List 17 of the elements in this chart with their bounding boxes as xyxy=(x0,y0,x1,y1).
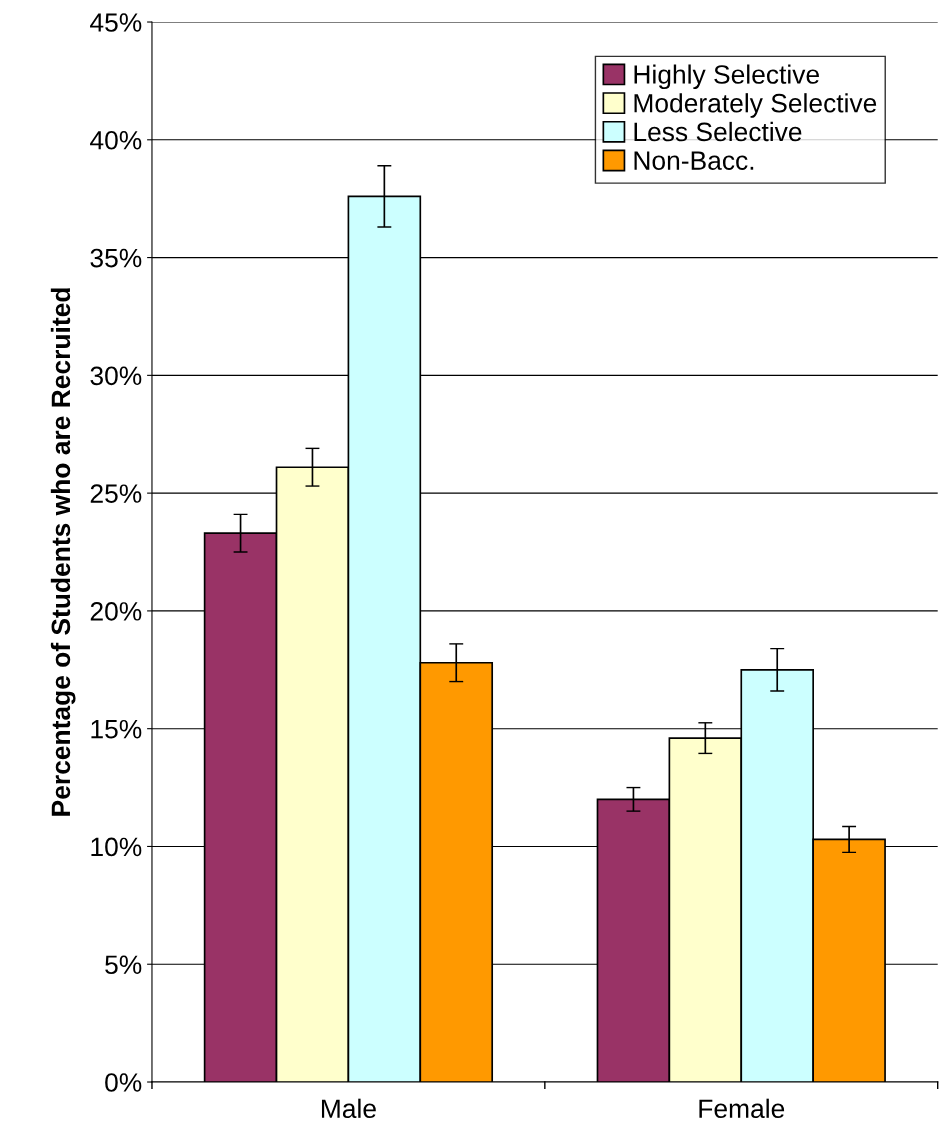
legend-label: Non-Bacc. xyxy=(634,151,754,170)
y-tick-label: 10% xyxy=(91,837,142,857)
legend-label: Less Selective xyxy=(634,121,802,142)
y-tick-label: 0% xyxy=(105,1073,142,1092)
y-tick-label: 40% xyxy=(90,130,142,150)
y-tick-label: 45% xyxy=(90,13,142,32)
legend-label: Moderately Selective xyxy=(634,93,877,118)
y-tick-label: 15% xyxy=(91,719,142,739)
y-tick-label: 25% xyxy=(90,484,142,503)
legend-label: Highly Selective xyxy=(634,64,819,90)
y-tick-label: 30% xyxy=(90,366,142,386)
y-axis-title: Percentage of Students who are Recruited xyxy=(50,288,76,816)
y-tick-label: 5% xyxy=(105,955,142,975)
y-tick-label: 20% xyxy=(90,602,142,621)
x-tick-label: Male xyxy=(321,1098,376,1119)
y-tick-label: 35% xyxy=(90,248,142,268)
x-tick-label: Female xyxy=(699,1098,785,1119)
